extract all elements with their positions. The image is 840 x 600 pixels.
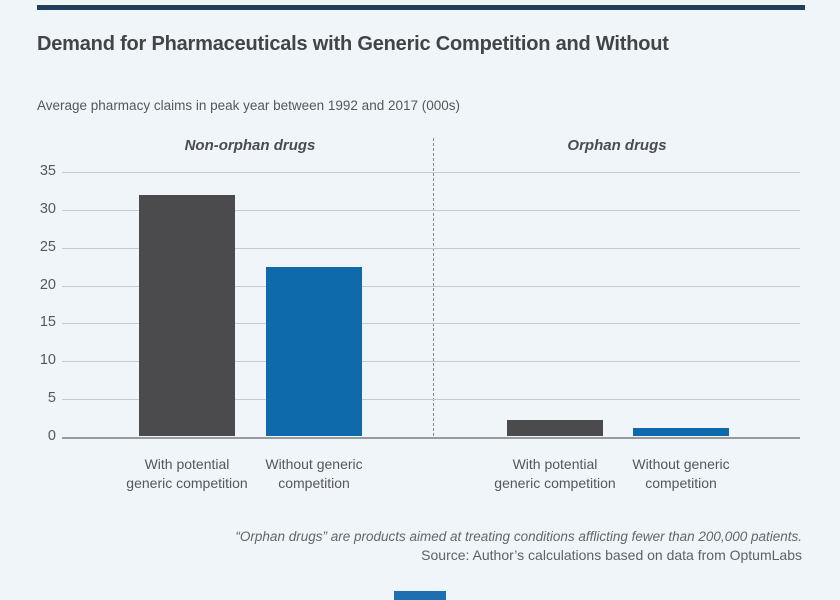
gridline-10	[62, 361, 800, 363]
section-divider-dashed-line	[433, 138, 434, 436]
y-tick-label-10: 10	[39, 352, 56, 369]
y-tick-label-25: 25	[39, 238, 56, 255]
bar-orphan-drugs-with-potential-generic-competition	[507, 419, 603, 437]
bar-non-orphan-drugs-without-generic-competition	[266, 266, 362, 437]
bar-non-orphan-drugs-with-potential-generic-competition	[139, 195, 235, 437]
gridline-30	[62, 210, 800, 212]
gridline-5	[62, 398, 800, 400]
y-tick-label-0: 0	[47, 427, 56, 444]
footnote-definition: “Orphan drugs” are products aimed at tre…	[235, 529, 802, 544]
footnote-source: Source: Author’s calculations based on d…	[421, 547, 802, 563]
gridline-35	[62, 172, 800, 174]
gridline-20	[62, 285, 800, 287]
x-axis-bar-label: Without generic competition	[632, 456, 730, 491]
gridline-15	[62, 323, 800, 325]
gridline-25	[62, 247, 800, 249]
y-tick-label-5: 5	[47, 389, 56, 406]
bar-orphan-drugs-without-generic-competition	[633, 428, 729, 437]
x-axis-bar-label: Without generic competition	[265, 456, 363, 491]
bottom-brand-mark	[394, 591, 446, 600]
y-tick-label-30: 30	[39, 201, 56, 218]
top-accent-rule	[37, 5, 805, 10]
chart-title: Demand for Pharmaceuticals with Generic …	[37, 33, 669, 55]
chart-subtitle: Average pharmacy claims in peak year bet…	[37, 98, 461, 113]
y-tick-label-35: 35	[39, 163, 56, 180]
x-axis-bar-label: With potential generic competition	[494, 456, 616, 491]
gridline-0	[62, 436, 800, 439]
y-tick-label-15: 15	[39, 314, 56, 331]
y-tick-label-20: 20	[39, 276, 56, 293]
x-axis-bar-label: With potential generic competition	[126, 456, 248, 491]
section-header-non-orphan: Non-orphan drugs	[184, 137, 316, 154]
section-header-orphan: Orphan drugs	[567, 137, 667, 154]
